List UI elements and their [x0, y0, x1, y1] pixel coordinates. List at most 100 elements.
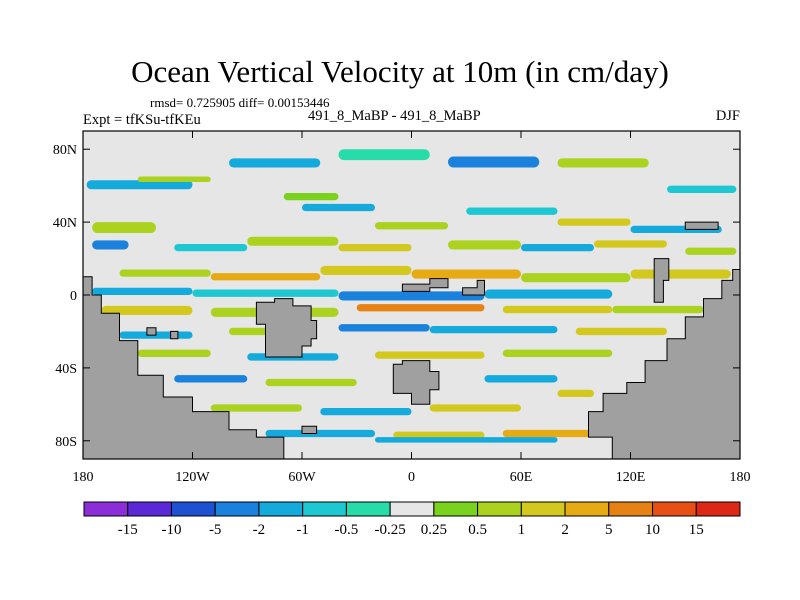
colorbar-label-1: -10: [161, 522, 181, 538]
colorbar-label-2: -5: [209, 522, 222, 538]
field-band-52: [429, 404, 521, 412]
field-band-6: [667, 185, 737, 193]
field-band-19: [521, 243, 594, 252]
field-band-10: [466, 207, 558, 215]
colorbar-swatch-10: [520, 501, 566, 517]
field-band-2: [229, 158, 321, 168]
field-band-51: [320, 407, 412, 416]
colorbar-swatch-4: [258, 501, 304, 517]
field-band-50: [210, 404, 302, 412]
y-tick-label-4: 80S: [55, 435, 77, 450]
colorbar-label-0: -15: [118, 522, 138, 538]
case-label: 491_8_MaBP - 491_8_MaBP: [308, 108, 481, 124]
chart-title: Ocean Vertical Velocity at 10m (in cm/da…: [131, 54, 669, 89]
land-sw-isle-a: [146, 327, 157, 336]
field-band-26: [521, 273, 631, 283]
land-west-island: [255, 298, 318, 358]
land-masses: [83, 221, 740, 459]
y-tick-label-3: 40S: [55, 362, 77, 377]
field-band-24: [320, 265, 412, 275]
y-tick-label-1: 40N: [53, 216, 77, 231]
field-band-7: [283, 192, 339, 201]
x-tick-label-2: 60W: [288, 470, 316, 485]
colorbar-label-7: 0.25: [421, 522, 447, 538]
field-band-13: [92, 222, 156, 234]
field-band-34: [356, 304, 485, 312]
colorbar-swatch-7: [389, 501, 435, 517]
colorbar-swatch-14: [695, 501, 741, 517]
field-band-5: [557, 158, 649, 168]
land-north-isle-b: [462, 279, 485, 296]
colorbar-swatch-3: [214, 501, 260, 517]
x-tick-label-3: 0: [408, 470, 415, 485]
field-band-0: [86, 180, 193, 190]
colorbar-swatch-13: [652, 501, 697, 517]
field-band-45: [502, 349, 613, 357]
colorbar-swatch-5: [302, 501, 347, 517]
colorbar-swatch-8: [433, 501, 479, 517]
field-band-16: [247, 236, 339, 246]
colorbar-swatch-6: [345, 501, 391, 517]
colorbar-label-9: 1: [518, 522, 526, 538]
x-tick-label-4: 60E: [510, 470, 533, 485]
x-tick-label-6: 180: [730, 470, 751, 485]
field-band-11: [557, 218, 631, 226]
land-south-island: [392, 360, 440, 405]
field-band-47: [265, 378, 357, 387]
colorbar-label-10: 2: [561, 522, 569, 538]
field-band-20: [594, 240, 667, 248]
land-south-isle: [301, 425, 318, 434]
field-band-56: [375, 437, 558, 443]
colorbar-label-8: 0.5: [468, 522, 487, 538]
field-band-21: [685, 247, 737, 255]
field-band-41: [575, 327, 667, 336]
field-band-17: [338, 243, 412, 252]
colorbar-swatch-1: [127, 501, 172, 517]
field-band-46: [174, 375, 248, 383]
field-band-48: [484, 375, 558, 383]
x-tick-label-1: 120W: [175, 470, 210, 485]
land-west-continent: [83, 276, 285, 459]
colorbar-label-6: -0.25: [375, 522, 406, 538]
field-band-9: [375, 222, 448, 230]
field-band-53: [265, 429, 375, 438]
field-band-39: [338, 324, 430, 332]
colorbar-label-11: 5: [605, 522, 613, 538]
experiment-label: Expt = tfKSu-tfKEu: [83, 112, 201, 128]
field-band-1: [137, 176, 211, 183]
field-band-44: [375, 351, 485, 359]
field-band-23: [210, 273, 321, 281]
colorbar-label-12: 10: [645, 522, 660, 538]
colorbar: -15 -10 -5 -2 -1 -0.5 -0.25 0.25 0.5 1 2 5 10 15: [83, 501, 741, 538]
x-tick-label-5: 120E: [616, 470, 646, 485]
x-tick-label-0: 180: [73, 470, 94, 485]
field-band-40: [429, 325, 558, 334]
field-band-55: [502, 429, 594, 438]
field-band-31: [484, 289, 613, 299]
field-band-32: [101, 305, 193, 316]
field-band-54: [393, 431, 485, 439]
field-band-27: [630, 269, 731, 279]
land-east-column: [653, 258, 670, 303]
field-band-29: [192, 289, 339, 297]
field-band-14: [92, 240, 129, 250]
field-band-15: [174, 243, 248, 252]
colorbar-label-3: -2: [253, 522, 266, 538]
field-band-49: [557, 389, 594, 398]
field-band-4: [448, 156, 540, 168]
y-tick-label-0: 80N: [53, 143, 77, 158]
colorbar-swatch-2: [170, 501, 216, 517]
colorbar-swatch-12: [608, 501, 654, 517]
colorbar-swatch-0: [83, 501, 129, 517]
field-band-36: [612, 305, 704, 314]
colorbar-swatch-9: [477, 501, 522, 517]
land-ne-isle: [684, 221, 719, 230]
field-band-8: [302, 203, 375, 212]
field-band-42: [137, 349, 211, 357]
season-label: DJF: [715, 108, 740, 124]
field-band-18: [448, 240, 521, 250]
field-band-28: [92, 287, 193, 295]
land-north-isle-a: [401, 278, 449, 292]
rmsd-stats: rmsd= 0.725905 diff= 0.00153446: [150, 95, 330, 110]
